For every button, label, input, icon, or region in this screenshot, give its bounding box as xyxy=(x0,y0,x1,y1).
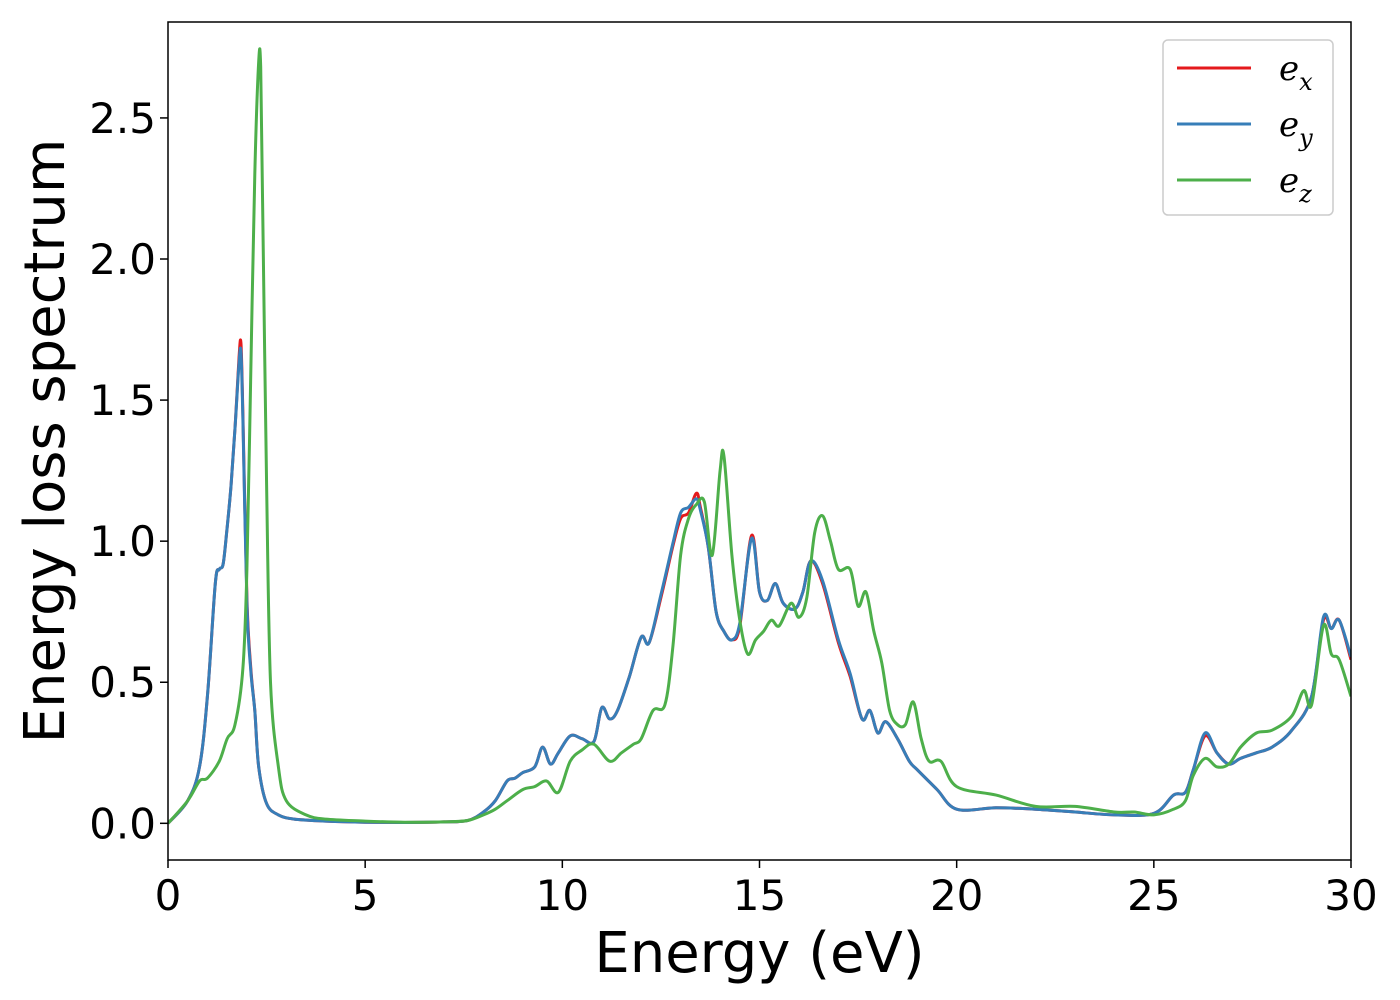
legend-label: ey xyxy=(1279,105,1313,152)
x-axis: 0 5 10 15 20 25 30 xyxy=(155,860,1378,920)
x-axis-label: Energy (eV) xyxy=(594,921,924,986)
series-line-e-y xyxy=(168,346,1351,825)
y-axis: 0.0 0.5 1.0 1.5 2.0 2.5 xyxy=(89,94,168,848)
legend-label: ex xyxy=(1279,49,1313,96)
x-tick-label: 0 xyxy=(155,871,182,920)
series-lines xyxy=(168,47,1351,825)
x-tick-label: 25 xyxy=(1127,871,1180,920)
x-tick-label: 15 xyxy=(733,871,786,920)
x-tick-label: 20 xyxy=(930,871,983,920)
y-tick-label: 1.5 xyxy=(89,376,156,425)
y-tick-label: 1.0 xyxy=(89,517,156,566)
y-tick-label: 2.0 xyxy=(89,235,156,284)
legend: ex ey ez xyxy=(1162,39,1334,216)
legend-box xyxy=(1162,39,1334,216)
series-line-e-z xyxy=(168,47,1351,825)
y-axis-label: Energy loss spectrum xyxy=(13,139,78,744)
y-tick-label: 0.0 xyxy=(89,799,156,848)
x-tick-label: 5 xyxy=(352,871,379,920)
x-tick-label: 10 xyxy=(536,871,589,920)
y-tick-label: 2.5 xyxy=(89,94,156,143)
legend-label: ez xyxy=(1279,161,1312,208)
y-tick-label: 0.5 xyxy=(89,658,156,707)
x-tick-label: 30 xyxy=(1324,871,1377,920)
